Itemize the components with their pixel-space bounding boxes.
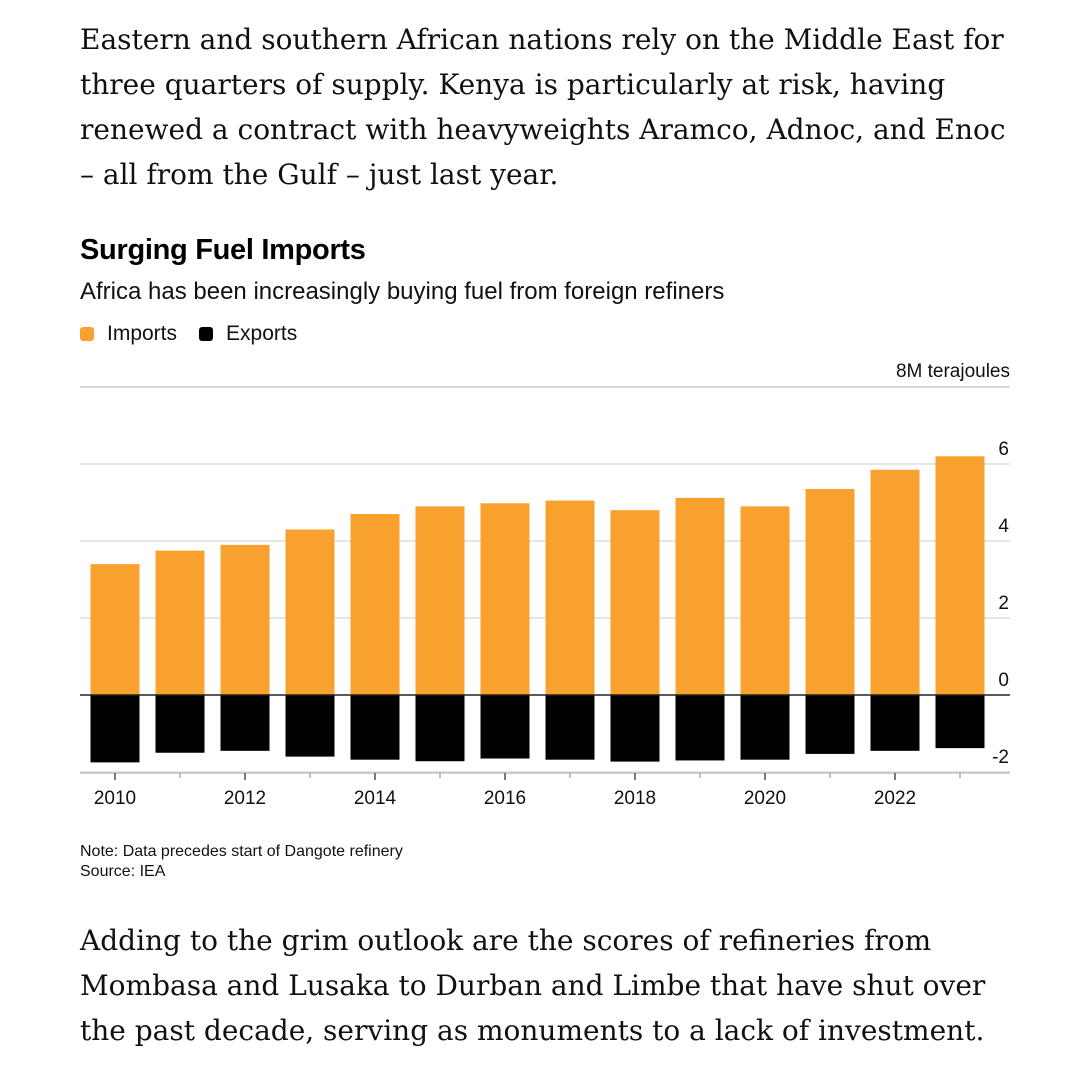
article-paragraph-intro: Eastern and southern African nations rel… xyxy=(80,23,1006,191)
y-tick-label--2: -2 xyxy=(992,747,1009,768)
bar-exports-2020 xyxy=(740,695,790,760)
y-tick-label-0: 0 xyxy=(998,670,1009,691)
bar-chart: 8M terajoules 6 4 2 0 -2 2010 2012 2014 2016 2018 2… xyxy=(80,361,1010,809)
bar-exports-2012 xyxy=(220,695,270,751)
legend-item-imports: Imports xyxy=(80,322,177,346)
chart-source: Source: IEA xyxy=(80,863,166,880)
x-tick-label-2018: 2018 xyxy=(614,788,656,809)
legend-swatch-imports xyxy=(80,327,94,341)
x-tick-label-2022: 2022 xyxy=(874,788,916,809)
y-tick-label-4: 4 xyxy=(998,516,1009,537)
x-tick-label-2012: 2012 xyxy=(224,788,266,809)
bar-exports-2011 xyxy=(155,695,205,753)
bar-imports-2016 xyxy=(480,503,530,695)
bar-imports-2010 xyxy=(90,564,140,695)
bar-imports-2011 xyxy=(155,550,205,695)
bar-exports-2016 xyxy=(480,695,530,759)
bar-imports-2015 xyxy=(415,506,465,695)
bar-imports-2022 xyxy=(870,469,920,695)
bar-imports-2018 xyxy=(610,510,660,695)
y-tick-label-2: 2 xyxy=(998,593,1009,614)
legend-item-exports: Exports xyxy=(199,322,297,346)
chart-subtitle: Africa has been increasingly buying fuel… xyxy=(80,278,725,305)
bar-exports-2021 xyxy=(805,695,855,754)
bar-imports-2020 xyxy=(740,506,790,695)
x-tick-label-2016: 2016 xyxy=(484,788,526,809)
y-axis-unit-label: 8M terajoules xyxy=(896,361,1010,382)
bar-exports-2022 xyxy=(870,695,920,751)
x-tick-label-2020: 2020 xyxy=(744,788,786,809)
bar-imports-2012 xyxy=(220,544,270,695)
x-tick-label-2014: 2014 xyxy=(354,788,397,809)
legend-swatch-exports xyxy=(199,327,214,341)
article-paragraph-closing: Adding to the grim outlook are the score… xyxy=(80,924,986,1047)
x-tick-label-2010: 2010 xyxy=(94,788,136,809)
chart-legend: Imports Exports xyxy=(80,321,319,347)
chart-note: Note: Data precedes start of Dangote ref… xyxy=(80,843,403,860)
bar-exports-2013 xyxy=(285,695,335,757)
bar-imports-2023 xyxy=(935,456,985,695)
chart-footnote: Note: Data precedes start of Dangote ref… xyxy=(80,842,403,882)
y-tick-label-6: 6 xyxy=(998,439,1009,460)
bar-imports-2017 xyxy=(545,500,595,695)
bar-exports-2018 xyxy=(610,695,660,762)
bar-imports-2014 xyxy=(350,514,400,695)
bar-imports-2013 xyxy=(285,529,335,695)
bar-exports-2017 xyxy=(545,695,595,760)
bar-imports-2019 xyxy=(675,497,725,695)
bar-exports-2014 xyxy=(350,695,400,760)
bar-imports-2021 xyxy=(805,489,855,695)
bar-exports-2010 xyxy=(90,695,140,763)
legend-label-exports: Exports xyxy=(226,322,298,345)
bar-exports-2023 xyxy=(935,695,985,749)
legend-label-imports: Imports xyxy=(107,322,178,345)
bar-exports-2015 xyxy=(415,695,465,762)
chart-title: Surging Fuel Imports xyxy=(80,234,366,266)
bar-exports-2019 xyxy=(675,695,725,761)
